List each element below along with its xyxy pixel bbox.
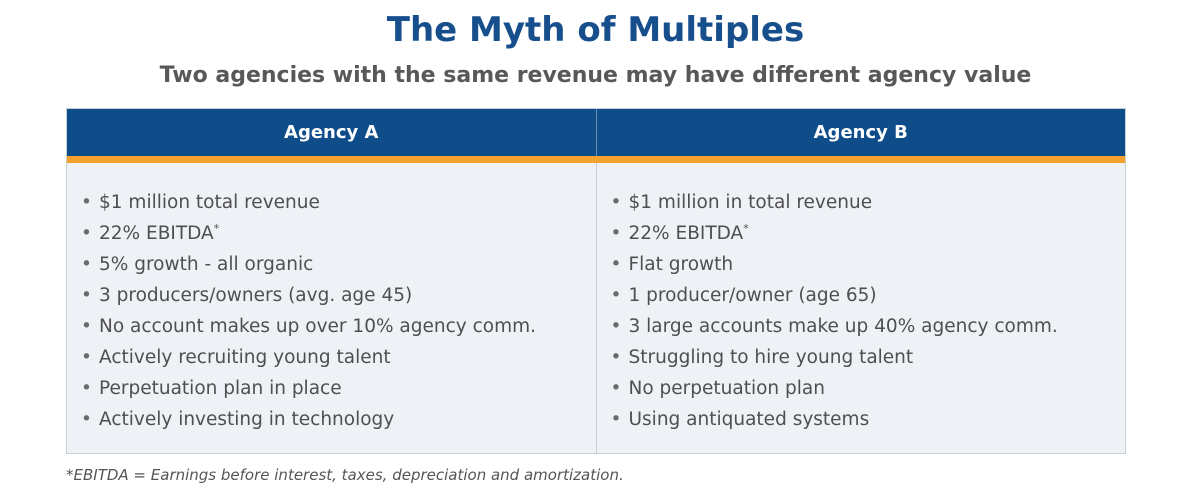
agency-b-item-text: $1 million in total revenue [628, 192, 873, 213]
agency-b-list-item: • No perpetuation plan [611, 373, 1126, 404]
agency-a-list-item: • 3 producers/owners (avg. age 45) [81, 280, 596, 311]
bullet-icon: • [610, 347, 622, 368]
page-subtitle: Two agencies with the same revenue may h… [159, 63, 1032, 88]
agency-a-header: Agency A [284, 122, 379, 143]
bullet-icon: • [610, 409, 622, 430]
bullet-icon: • [81, 192, 92, 213]
agency-b-item-text: Using antiquated systems [628, 409, 870, 430]
agency-b-item-text: No perpetuation plan [628, 378, 825, 399]
agency-b-list-item: • Flat growth [611, 249, 1126, 280]
agency-a-list-item: • 22% EBITDA* [81, 218, 596, 249]
agency-a-item-text: 5% growth - all organic [99, 254, 314, 275]
agency-a-list-item: • Actively recruiting young talent [81, 342, 596, 373]
agency-a-item-text: Perpetuation plan in place [99, 378, 342, 399]
agency-b-item-text: 1 producer/owner (age 65) [628, 285, 877, 306]
footnote-marker: * [743, 221, 749, 235]
agency-b-item-text: 3 large accounts make up 40% agency comm… [628, 316, 1058, 337]
agency-a-cell: • $1 million total revenue • 22% EBITDA* • 5%… [67, 163, 596, 453]
agency-a-item-text: No account makes up over 10% agency comm… [99, 316, 537, 337]
agency-b-cell: • $1 million in total revenue • 22% EBITDA*… [595, 163, 1126, 453]
agency-a-list: • $1 million total revenue • 22% EBITDA* • 5%… [81, 187, 596, 435]
agency-b-list-item: • 1 producer/owner (age 65) [611, 280, 1126, 311]
bullet-icon: • [81, 347, 92, 368]
agency-b-list-item: • 3 large accounts make up 40% agency com… [611, 311, 1126, 342]
table-header-row: Agency A Agency B [67, 109, 1125, 163]
bullet-icon: • [81, 223, 92, 244]
agency-b-item-text: Struggling to hire young talent [628, 347, 914, 368]
agency-b-item-text: 22% EBITDA [628, 223, 744, 244]
agency-b-list-item: • Struggling to hire young talent [611, 342, 1126, 373]
agency-a-item-text: Actively investing in technology [99, 409, 395, 430]
bullet-icon: • [610, 223, 622, 244]
bullet-icon: • [81, 316, 92, 337]
table-body-row: • $1 million total revenue • 22% EBITDA* • 5%… [67, 163, 1125, 453]
agency-a-list-item: • Perpetuation plan in place [81, 373, 596, 404]
bullet-icon: • [610, 316, 622, 337]
bullet-icon: • [81, 285, 92, 306]
footnote-marker: * [213, 221, 220, 235]
agency-a-item-text: Actively recruiting young talent [99, 347, 391, 368]
agency-a-list-item: • Actively investing in technology [81, 404, 596, 435]
page-title: The Myth of Multiples [386, 10, 805, 50]
bullet-icon: • [610, 254, 622, 275]
agency-b-item-text: Flat growth [628, 254, 734, 275]
agency-a-item-text: 22% EBITDA [99, 223, 214, 244]
bullet-icon: • [81, 378, 92, 399]
bullet-icon: • [81, 409, 92, 430]
agency-b-list-item: • $1 million in total revenue [611, 187, 1126, 218]
agency-a-list-item: • No account makes up over 10% agency com… [81, 311, 596, 342]
bullet-icon: • [610, 192, 622, 213]
agency-a-item-text: 3 producers/owners (avg. age 45) [99, 285, 413, 306]
agency-a-list-item: • $1 million total revenue [81, 187, 596, 218]
agency-b-list: • $1 million in total revenue • 22% EBITDA*… [611, 187, 1126, 435]
agency-a-list-item: • 5% growth - all organic [81, 249, 596, 280]
bullet-icon: • [610, 285, 622, 306]
comparison-table: Agency A Agency B • $1 million total reve… [66, 108, 1126, 454]
agency-b-list-item: • 22% EBITDA* [611, 218, 1126, 249]
agency-b-list-item: • Using antiquated systems [611, 404, 1126, 435]
bullet-icon: • [81, 254, 92, 275]
footnote: *EBITDA = Earnings before interest, taxe… [66, 466, 624, 484]
bullet-icon: • [610, 378, 622, 399]
agency-a-item-text: $1 million total revenue [99, 192, 320, 213]
agency-b-header: Agency B [595, 109, 1126, 156]
